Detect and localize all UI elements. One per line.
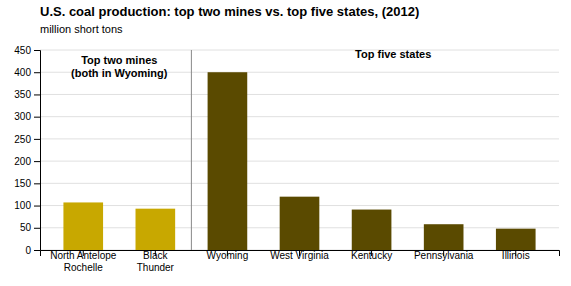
text-line: North Antelope: [50, 250, 117, 261]
bar: [352, 210, 392, 250]
y-tick-mark: [34, 94, 40, 95]
y-tick-mark: [34, 72, 40, 73]
x-tick-label: Kentucky: [351, 250, 392, 261]
text-line: Black: [143, 250, 168, 261]
y-tick: 450: [14, 45, 40, 56]
bar: [280, 197, 320, 250]
annotation: Top two mines(both in Wyoming): [71, 54, 168, 79]
annotation: Top five states: [355, 48, 431, 60]
y-tick-label: 100: [14, 200, 31, 211]
grid-line: [40, 161, 559, 162]
text-line: Top two mines: [81, 54, 157, 66]
x-tick-label: West Virginia: [270, 250, 329, 261]
y-tick-mark: [34, 139, 40, 140]
y-tick-label: 200: [14, 156, 31, 167]
text-line: Pennsylvania: [414, 250, 474, 261]
y-tick: 50: [20, 222, 40, 233]
y-tick: 100: [14, 200, 40, 211]
y-tick-mark: [34, 228, 40, 229]
y-tick-label: 50: [20, 222, 32, 233]
y-tick-label: 350: [14, 89, 31, 100]
text-line: Thunder: [137, 262, 175, 273]
y-tick: 300: [14, 111, 40, 122]
x-tick: BlackThunder: [137, 250, 175, 273]
x-tick: Illinois: [502, 250, 530, 261]
y-tick-mark: [34, 183, 40, 184]
text-line: West Virginia: [270, 250, 329, 261]
title: U.S. coal production: top two mines vs. …: [40, 4, 419, 19]
y-tick-label: 250: [14, 134, 31, 145]
text-line: Wyoming: [207, 250, 249, 261]
y-tick-mark: [34, 206, 40, 207]
x-tick: Kentucky: [351, 250, 392, 261]
grid-line: [40, 50, 559, 51]
y-tick-label: 450: [14, 45, 31, 56]
y-tick: 250: [14, 134, 40, 145]
bar: [424, 224, 464, 250]
x-tick-label: North AntelopeRochelle: [50, 250, 117, 273]
bar: [496, 229, 536, 250]
y-tick-label: 150: [14, 178, 31, 189]
x-tick-label: Wyoming: [207, 250, 249, 261]
y-tick-label: 300: [14, 111, 31, 122]
y-axis-line: [34, 51, 41, 251]
plot: 0 50 100 150 200 250 300 350 400 450 North Antelop…: [14, 45, 559, 273]
bar: [63, 202, 103, 250]
x-tick: West Virginia: [270, 250, 329, 261]
y-axis: 0 50 100 150 200 250 300 350 400 450: [14, 45, 40, 256]
text-line: (both in Wyoming): [71, 67, 168, 79]
x-axis: North AntelopeRochelle BlackThunder Wyomin…: [41, 250, 560, 273]
y-tick-mark: [34, 50, 40, 51]
y-tick: 400: [14, 67, 40, 78]
y-tick-mark: [34, 161, 40, 162]
x-tick: Pennsylvania: [414, 250, 474, 261]
subtitle: million short tons: [40, 23, 123, 35]
text-line: Illinois: [502, 250, 530, 261]
grid-line: [40, 94, 559, 95]
text-line: Top five states: [355, 48, 431, 60]
y-tick-mark: [34, 117, 40, 118]
y-tick: 200: [14, 156, 40, 167]
chart: U.S. coal production: top two mines vs. …: [0, 0, 571, 286]
y-tick: 150: [14, 178, 40, 189]
x-tick: Wyoming: [207, 250, 249, 261]
y-tick: 350: [14, 89, 40, 100]
divider: [191, 50, 192, 250]
text-line: Rochelle: [64, 262, 103, 273]
x-tick-label: Illinois: [502, 250, 530, 261]
grid-line: [40, 183, 559, 184]
text-line: Kentucky: [351, 250, 392, 261]
grid-line: [40, 116, 559, 117]
y-tick-label: 0: [25, 245, 31, 256]
x-tick-label: BlackThunder: [137, 250, 175, 273]
x-tick-label: Pennsylvania: [414, 250, 474, 261]
bar: [136, 209, 176, 250]
grid: [40, 50, 559, 250]
x-tick: North AntelopeRochelle: [50, 250, 117, 273]
y-tick-label: 400: [14, 67, 31, 78]
y-tick: 0: [25, 245, 40, 256]
bars: [63, 72, 535, 250]
grid-line: [40, 138, 559, 139]
bar: [208, 72, 248, 250]
y-tick-mark: [34, 250, 40, 251]
